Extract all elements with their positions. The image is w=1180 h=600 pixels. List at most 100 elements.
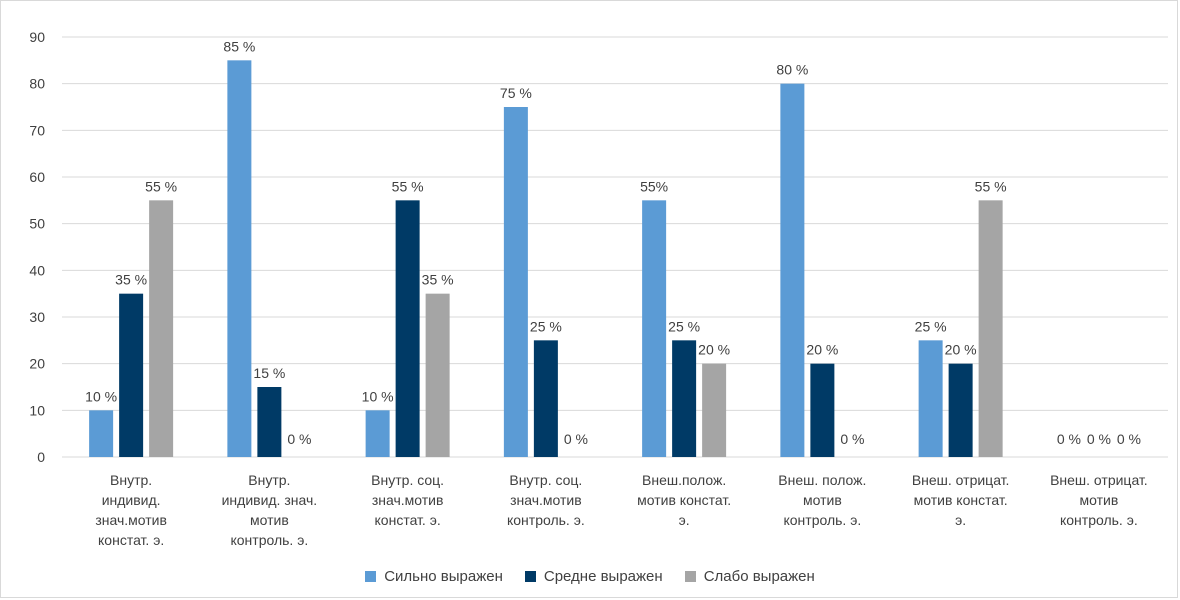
- bar: [395, 200, 420, 458]
- data-label: 55%: [640, 178, 668, 194]
- data-label: 0 %: [1117, 431, 1141, 447]
- bar-chart: 0 10 20 30 40 50 60 70 80 90 10 % 35 % 55 % 85 % 15 %…: [29, 29, 1168, 548]
- x-tick-label: Внеш. полож. мотив контроль. э.: [778, 472, 866, 528]
- x-tick-line: Внеш. отрицат.: [912, 472, 1010, 488]
- x-tick-line: констат. э.: [375, 512, 441, 528]
- data-label: 10 %: [85, 388, 117, 404]
- bar: [780, 83, 805, 458]
- x-tick-line: мотив: [803, 492, 842, 508]
- bar: [365, 410, 390, 457]
- bar: [503, 107, 528, 457]
- x-tick-line: контроль. э.: [230, 532, 308, 548]
- y-axis-ticks: 0 10 20 30 40 50 60 70 80 90: [29, 29, 45, 465]
- bar: [918, 340, 943, 457]
- data-label: 20 %: [806, 342, 838, 358]
- data-label: 85 %: [223, 38, 255, 54]
- y-tick-label: 40: [29, 262, 45, 278]
- x-tick-label: Внеш. отрицат. мотив констат. э.: [912, 472, 1010, 528]
- x-tick-line: Внутр.: [110, 472, 152, 488]
- x-tick-line: Внеш. отрицат.: [1050, 472, 1148, 488]
- data-label: 25 %: [668, 318, 700, 334]
- x-tick-label: Внутр. соц. знач.мотив констат. э.: [371, 472, 444, 528]
- x-axis-ticks: Внутр. индивид. знач.мотив констат. э.Внутр…: [95, 472, 1147, 548]
- x-tick-line: констат. э.: [98, 532, 164, 548]
- data-label: 55 %: [392, 178, 424, 194]
- x-tick-line: Внутр. соц.: [509, 472, 582, 488]
- x-tick-label: Внутр. индивид. знач.мотив констат. э.: [95, 472, 167, 548]
- y-tick-label: 70: [29, 122, 45, 138]
- y-tick-label: 10: [29, 402, 45, 418]
- x-tick-line: э.: [955, 512, 966, 528]
- bar: [257, 387, 282, 457]
- bar: [425, 293, 450, 457]
- data-label: 75 %: [500, 85, 532, 101]
- bars: [89, 60, 1003, 458]
- data-label: 55 %: [145, 178, 177, 194]
- bar: [642, 200, 667, 458]
- x-tick-line: Внеш. полож.: [778, 472, 866, 488]
- data-label: 35 %: [115, 272, 147, 288]
- x-tick-line: мотив: [1079, 492, 1118, 508]
- bar: [533, 340, 558, 457]
- y-tick-label: 20: [29, 356, 45, 372]
- data-labels: 10 % 35 % 55 % 85 % 15 % 0 % 10 % 55 % 35 % 75 % 2…: [85, 38, 1141, 447]
- x-tick-label: Внутр. соц. знач.мотив контроль. э.: [507, 472, 585, 528]
- data-label: 25 %: [530, 318, 562, 334]
- y-tick-label: 80: [29, 76, 45, 92]
- data-label: 0 %: [287, 431, 311, 447]
- bar: [672, 340, 697, 457]
- bar: [978, 200, 1003, 458]
- data-label: 55 %: [975, 178, 1007, 194]
- x-tick-line: контроль. э.: [1060, 512, 1138, 528]
- x-tick-line: Внеш.полож.: [642, 472, 726, 488]
- x-tick-line: индивид.: [102, 492, 161, 508]
- x-tick-label: Внеш. отрицат. мотив контроль. э.: [1050, 472, 1148, 528]
- data-label: 20 %: [945, 342, 977, 358]
- bar: [810, 363, 835, 457]
- bar: [119, 293, 144, 457]
- x-tick-line: индивид. знач.: [222, 492, 318, 508]
- x-tick-label: Внутр. индивид. знач. мотив контроль. э.: [222, 472, 318, 548]
- x-tick-line: Внутр.: [248, 472, 290, 488]
- x-tick-line: Внутр. соц.: [371, 472, 444, 488]
- legend-swatch: [365, 571, 377, 582]
- legend-label: Слабо выражен: [703, 568, 815, 585]
- data-label: 20 %: [698, 342, 730, 358]
- data-label: 35 %: [422, 272, 454, 288]
- legend: Сильно выражен Средне выражен Слабо выра…: [0, 568, 1180, 585]
- legend-label: Сильно выражен: [384, 568, 503, 585]
- bar: [89, 410, 114, 457]
- data-label: 0 %: [564, 431, 588, 447]
- data-label: 0 %: [840, 431, 864, 447]
- y-tick-label: 0: [37, 449, 45, 465]
- bar: [149, 200, 174, 458]
- x-tick-line: знач.мотив: [95, 512, 167, 528]
- x-tick-line: э.: [679, 512, 690, 528]
- y-tick-label: 30: [29, 309, 45, 325]
- data-label: 10 %: [362, 388, 394, 404]
- x-tick-line: мотив констат.: [637, 492, 731, 508]
- bar: [948, 363, 973, 457]
- data-label: 0 %: [1057, 431, 1081, 447]
- x-tick-line: знач.мотив: [372, 492, 444, 508]
- legend-label: Средне выражен: [543, 568, 663, 585]
- x-tick-line: контроль. э.: [507, 512, 585, 528]
- data-label: 25 %: [915, 318, 947, 334]
- y-tick-label: 60: [29, 169, 45, 185]
- legend-item-series-3: Слабо выражен: [684, 568, 815, 585]
- data-label: 0 %: [1087, 431, 1111, 447]
- y-tick-label: 90: [29, 29, 45, 45]
- legend-item-series-1: Сильно выражен: [365, 568, 503, 585]
- x-tick-line: знач.мотив: [510, 492, 582, 508]
- legend-item-series-2: Средне выражен: [524, 568, 663, 585]
- x-tick-line: мотив: [250, 512, 289, 528]
- data-label: 15 %: [253, 365, 285, 381]
- data-label: 80 %: [776, 62, 808, 78]
- x-tick-label: Внеш.полож. мотив констат. э.: [637, 472, 731, 528]
- bar: [227, 60, 252, 457]
- x-tick-line: мотив констат.: [914, 492, 1008, 508]
- legend-swatch: [524, 571, 536, 582]
- bar: [702, 363, 727, 457]
- x-tick-line: контроль. э.: [783, 512, 861, 528]
- legend-swatch: [684, 571, 696, 582]
